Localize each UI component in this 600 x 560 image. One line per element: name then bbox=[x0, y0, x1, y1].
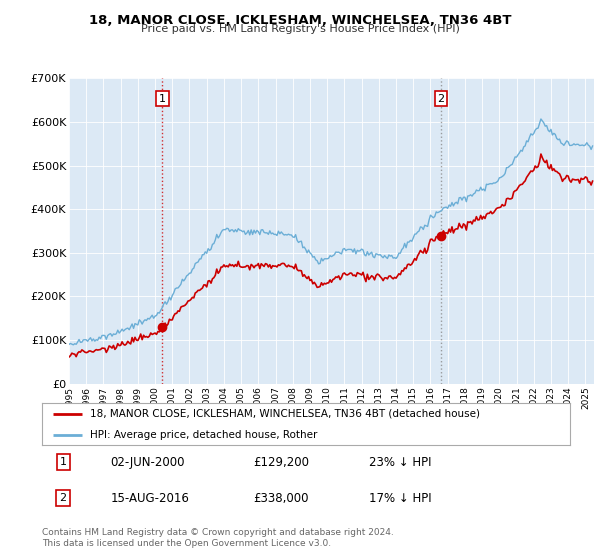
Text: 18, MANOR CLOSE, ICKLESHAM, WINCHELSEA, TN36 4BT (detached house): 18, MANOR CLOSE, ICKLESHAM, WINCHELSEA, … bbox=[89, 409, 479, 419]
Text: £338,000: £338,000 bbox=[253, 492, 309, 505]
Text: HPI: Average price, detached house, Rother: HPI: Average price, detached house, Roth… bbox=[89, 430, 317, 440]
Text: 15-AUG-2016: 15-AUG-2016 bbox=[110, 492, 190, 505]
Text: 23% ↓ HPI: 23% ↓ HPI bbox=[370, 456, 432, 469]
Text: 17% ↓ HPI: 17% ↓ HPI bbox=[370, 492, 432, 505]
Text: 1: 1 bbox=[159, 94, 166, 104]
Text: 18, MANOR CLOSE, ICKLESHAM, WINCHELSEA, TN36 4BT: 18, MANOR CLOSE, ICKLESHAM, WINCHELSEA, … bbox=[89, 14, 511, 27]
Text: 2: 2 bbox=[59, 493, 67, 503]
Text: 2: 2 bbox=[437, 94, 445, 104]
Text: 1: 1 bbox=[59, 457, 67, 467]
Text: 02-JUN-2000: 02-JUN-2000 bbox=[110, 456, 185, 469]
Text: £129,200: £129,200 bbox=[253, 456, 309, 469]
Text: Price paid vs. HM Land Registry's House Price Index (HPI): Price paid vs. HM Land Registry's House … bbox=[140, 24, 460, 34]
Text: Contains HM Land Registry data © Crown copyright and database right 2024.
This d: Contains HM Land Registry data © Crown c… bbox=[42, 528, 394, 548]
